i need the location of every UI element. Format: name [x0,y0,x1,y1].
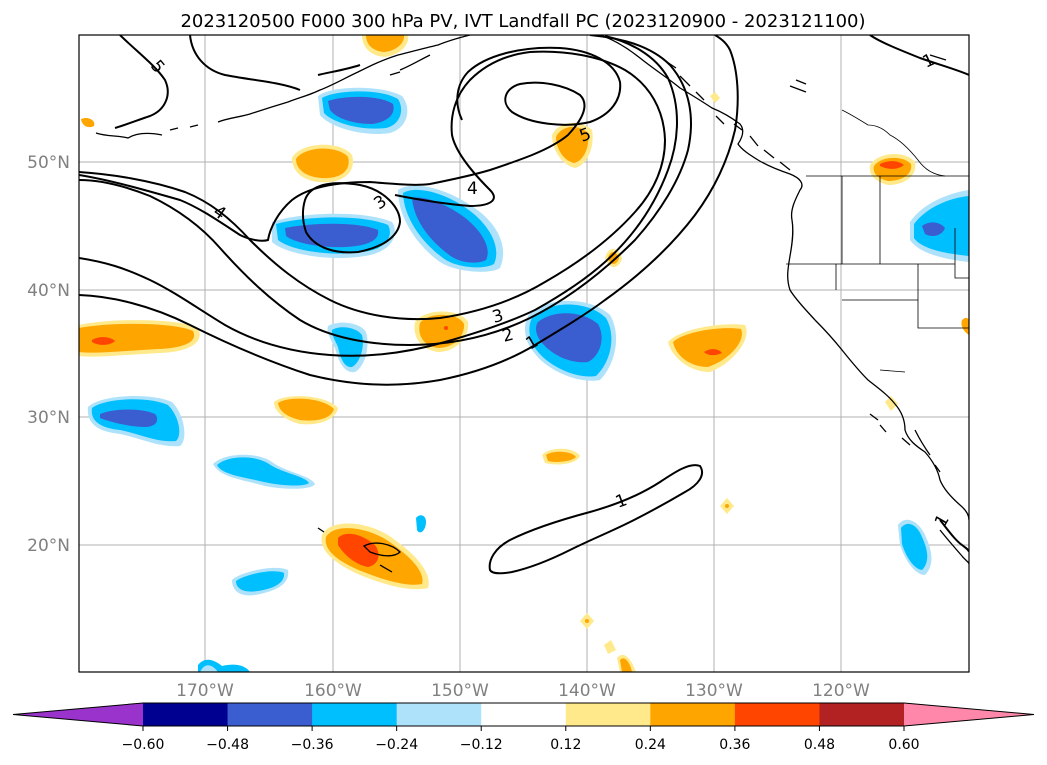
canada-province-border [841,109,946,177]
north-america-coast [599,35,969,521]
colorbar-tick-label: −0.36 [291,737,334,753]
positive-anomaly-northeast [869,154,969,335]
state-borders [786,176,969,373]
positive-anomaly-top [362,35,409,57]
colorbar-segment [650,703,736,726]
colorbar-tick-label: −0.48 [206,737,249,753]
positive-anomaly-west-edge [79,117,200,357]
negative-anomaly-west-30n [87,395,185,447]
negative-anomaly-central [398,185,504,272]
aleutian-coast [95,35,471,139]
colorbar-tick-label: 0.24 [635,737,666,753]
map-panel: 5 4 4 3 3 2 1 5 1 1 1 [78,34,970,673]
colorbar-segment [396,703,482,726]
lat-tick-label: 20°N [27,536,70,556]
colorbar-tick-label: 0.12 [550,737,581,753]
hawaiian-islands [317,527,401,573]
contour-2-main [79,35,692,347]
colorbar-segment [312,703,398,726]
colorbar: −0.60 −0.48 −0.36 −0.24 −0.12 0.12 0.24 0.36 0.4… [12,702,1035,753]
lon-tick-labels: 170°W 160°W 150°W 140°W 130°W 120°W [176,681,870,701]
pv-contours [79,35,969,575]
colorbar-segment [734,703,820,726]
lon-tick-label: 170°W [176,681,234,701]
colorbar-tick-label: 0.36 [719,737,750,753]
colorbar-tick-label: −0.24 [375,737,418,753]
colorbar-extend-min [13,703,143,726]
colorbar-tick-label: 0.60 [888,737,919,753]
lon-tick-label: 120°W [812,681,870,701]
positive-anomaly-27n-140w [542,448,580,465]
map-background [79,35,969,672]
shaded-anomalies [79,35,969,672]
colorbar-tick-label: −0.12 [460,737,503,753]
negative-anomaly-east-near-coast [898,519,932,575]
negative-anomaly-northeast [910,190,969,262]
contour-label: 3 [490,306,506,328]
negative-anomaly-27n [213,454,315,489]
contour-1-south-loop [488,464,704,575]
lat-tick-label: 40°N [27,281,70,301]
colorbar-segment [227,703,313,726]
negative-anomaly-small-20n [416,515,426,533]
colorbar-segment [143,703,229,726]
contour-3-inner [301,182,402,254]
colorbar-tick-label: 0.48 [804,737,835,753]
lat-tick-label: 50°N [27,153,70,173]
negative-anomaly-south-trough [524,300,617,381]
positive-anomaly-35n-130w [668,324,747,372]
contour-5-northwest [114,35,169,129]
map-frame [78,34,970,673]
alaska-islands [789,54,947,93]
negative-anomaly-bottom [198,659,250,672]
lat-tick-labels: 20°N 30°N 40°N 50°N [27,153,70,556]
coastlines [95,35,969,573]
positive-anomaly-hawaii [321,523,429,590]
contour-1-northeast [869,35,969,76]
figure-title: 2023120500 F000 300 hPa PV, IVT Landfall… [180,11,865,32]
colorbar-extend-max [904,703,1034,726]
colorbar-segment [565,703,651,726]
contour-1-outer [79,35,739,386]
colorbar-tick-label: −0.60 [122,737,165,753]
lon-tick-label: 150°W [431,681,489,701]
baja-coast [869,413,941,473]
lon-tick-label: 140°W [558,681,616,701]
positive-anomaly-small-spots [580,92,898,672]
mexico-coast [939,529,969,565]
contour-2-inner [79,35,678,357]
positive-anomaly-50n-160w [292,144,354,183]
contour-3-main [79,50,667,321]
colorbar-segment [819,703,905,726]
lon-tick-label: 160°W [304,681,362,701]
positive-anomaly-30n-160w [274,396,338,425]
contour-4-main [79,46,622,242]
contour-alaska-arc [189,35,361,91]
colorbar-segment [481,703,567,726]
contour-1-southeast [939,519,969,553]
lon-tick-label: 130°W [685,681,743,701]
contour-label: 2 [500,325,516,347]
positive-anomaly-50n-140w [552,122,593,168]
political-borders [786,109,969,373]
negative-anomaly-gulf-of-alaska [318,87,408,134]
negative-anomaly-17n [232,567,289,596]
alaska-peninsula [389,54,431,76]
contour-label: 4 [467,179,478,199]
lat-tick-label: 30°N [27,408,70,428]
